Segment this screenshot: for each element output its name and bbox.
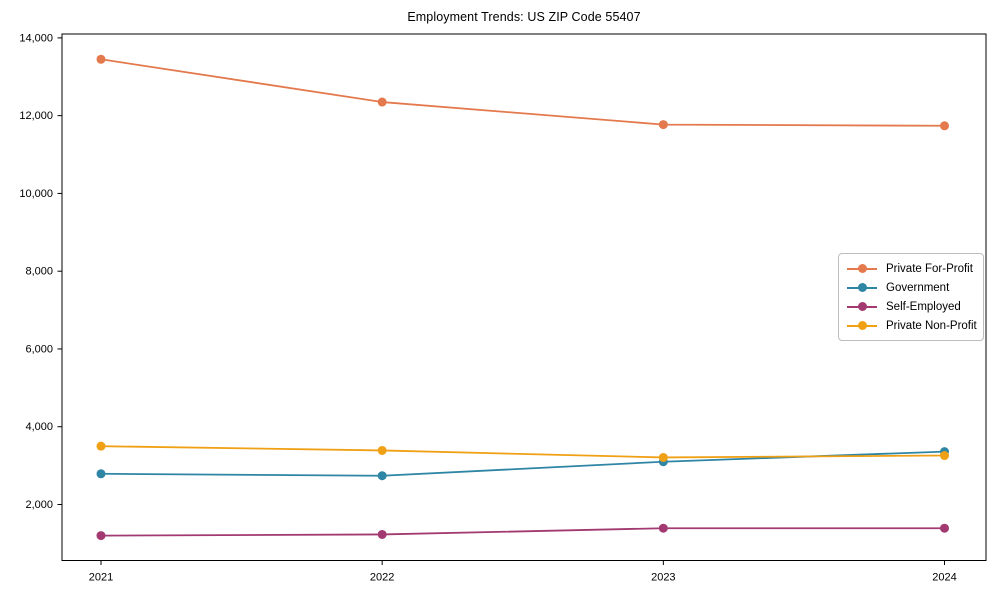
legend: Private For-Profit Government Self-Employe… (838, 253, 984, 341)
y-tick-label: 4,000 (25, 421, 53, 433)
legend-marker (847, 302, 877, 312)
series-line-3 (100, 445, 946, 459)
data-point-marker (96, 441, 106, 451)
y-tick-label: 12,000 (19, 110, 53, 122)
data-point-marker (940, 451, 949, 461)
data-point-marker (658, 120, 668, 130)
series-line-2 (100, 527, 946, 537)
data-point-marker (658, 452, 668, 462)
data-point-marker (377, 97, 387, 107)
legend-marker (847, 264, 877, 274)
y-tick-label: 6,000 (25, 343, 53, 355)
legend-label: Government (886, 281, 950, 294)
legend-label: Private Non-Profit (886, 319, 977, 332)
legend-label: Private For-Profit (886, 262, 973, 275)
data-point-marker (377, 471, 387, 481)
legend-marker (847, 283, 877, 293)
data-point-marker (96, 531, 106, 541)
x-tick-label: 2023 (651, 572, 675, 584)
y-tick-label: 2,000 (25, 499, 53, 511)
y-tick-label: 10,000 (19, 188, 53, 200)
x-tick-label: 2021 (89, 572, 113, 584)
data-point-marker (940, 121, 949, 131)
legend-marker (847, 321, 877, 331)
plot-border (61, 33, 987, 561)
legend-item: Self-Employed (847, 298, 975, 316)
data-point-marker (940, 523, 949, 533)
x-tick-label: 2024 (932, 572, 956, 584)
legend-item: Private Non-Profit (847, 317, 977, 335)
data-point-marker (377, 445, 387, 455)
data-point-marker (96, 54, 106, 64)
legend-item: Private For-Profit (847, 260, 975, 278)
x-tick-label: 2022 (370, 572, 394, 584)
data-point-marker (658, 523, 668, 533)
series-line-1 (100, 450, 946, 477)
legend-label: Self-Employed (886, 300, 961, 313)
chart-title: Employment Trends: US ZIP Code 55407 (407, 10, 641, 24)
series-line-0 (100, 58, 946, 127)
data-point-marker (96, 469, 106, 479)
data-point-marker (377, 529, 387, 539)
y-tick-label: 8,000 (25, 266, 53, 278)
y-tick-label: 14,000 (19, 32, 53, 44)
legend-item: Government (847, 279, 975, 297)
